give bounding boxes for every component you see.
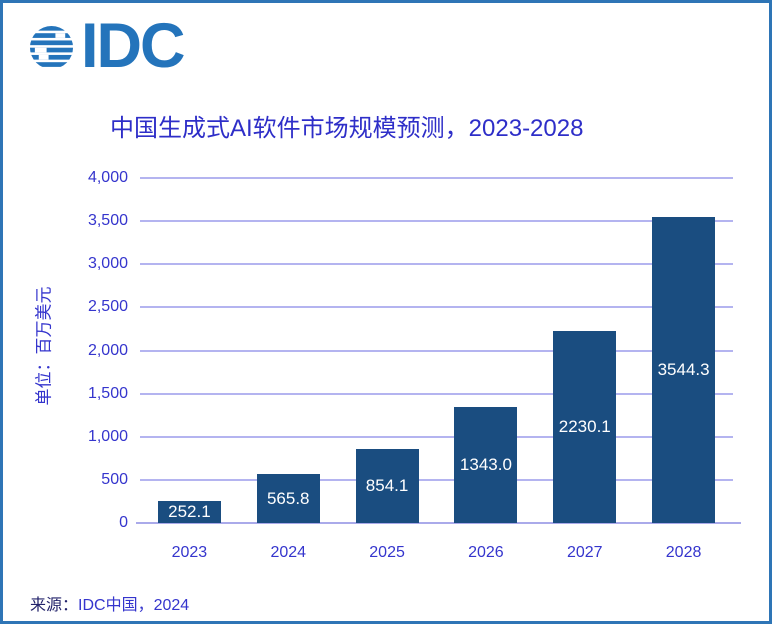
bar-2028: 3544.3 [652, 217, 716, 523]
bar-2026: 1343.0 [454, 407, 518, 523]
x-tick-label-2024: 2024 [270, 544, 307, 561]
y-tick-label: 2,000 [87, 341, 128, 359]
gridline [140, 392, 733, 395]
gridline [140, 263, 733, 266]
y-tick-label: 0 [119, 514, 128, 531]
y-tick-label: 500 [101, 470, 128, 488]
idc-logo: IDC [28, 10, 185, 81]
bar-value-label: 2230.1 [558, 416, 611, 436]
source-value: IDC中国，2024 [78, 597, 190, 614]
x-tick-label-2023: 2023 [171, 544, 208, 561]
bar-value-label: 1343.0 [459, 455, 512, 475]
y-tick-label: 2,500 [87, 298, 128, 316]
globe-icon [29, 25, 74, 67]
bar-value-label: 565.8 [266, 488, 310, 508]
y-tick-label: 1,500 [87, 384, 128, 402]
bar-value-label: 3544.3 [657, 360, 710, 380]
gridline [140, 478, 733, 481]
source-line: 来源：IDC中国，2024 [30, 591, 189, 615]
gridline [140, 349, 733, 352]
y-tick-label: 1,000 [87, 427, 128, 445]
y-tick-label: 3,000 [87, 255, 128, 273]
idc-logo-text: IDC [81, 10, 185, 81]
bar-2023: 252.1 [157, 501, 221, 523]
source-label: 来源： [30, 597, 79, 614]
bar-2024: 565.8 [256, 474, 320, 523]
gridline [140, 306, 733, 309]
bar-2025: 854.1 [355, 449, 419, 523]
gridline [140, 435, 733, 438]
x-tick-label-2028: 2028 [665, 544, 702, 561]
gridline [140, 220, 733, 223]
bar-2027: 2230.1 [553, 330, 617, 523]
x-tick-label-2027: 2027 [566, 544, 603, 561]
chart-title: 中国生成式AI软件市场规模预测，2023-2028 [110, 115, 584, 142]
bar-value-label: 854.1 [365, 476, 409, 496]
y-tick-label: 4,000 [87, 169, 128, 186]
y-tick-label: 3,500 [87, 212, 128, 230]
bar-value-label: 252.1 [168, 502, 211, 522]
gridline [140, 177, 733, 179]
x-tick-label-2026: 2026 [468, 544, 504, 561]
x-tick-label-2025: 2025 [369, 544, 405, 561]
x-axis-line [136, 522, 741, 524]
